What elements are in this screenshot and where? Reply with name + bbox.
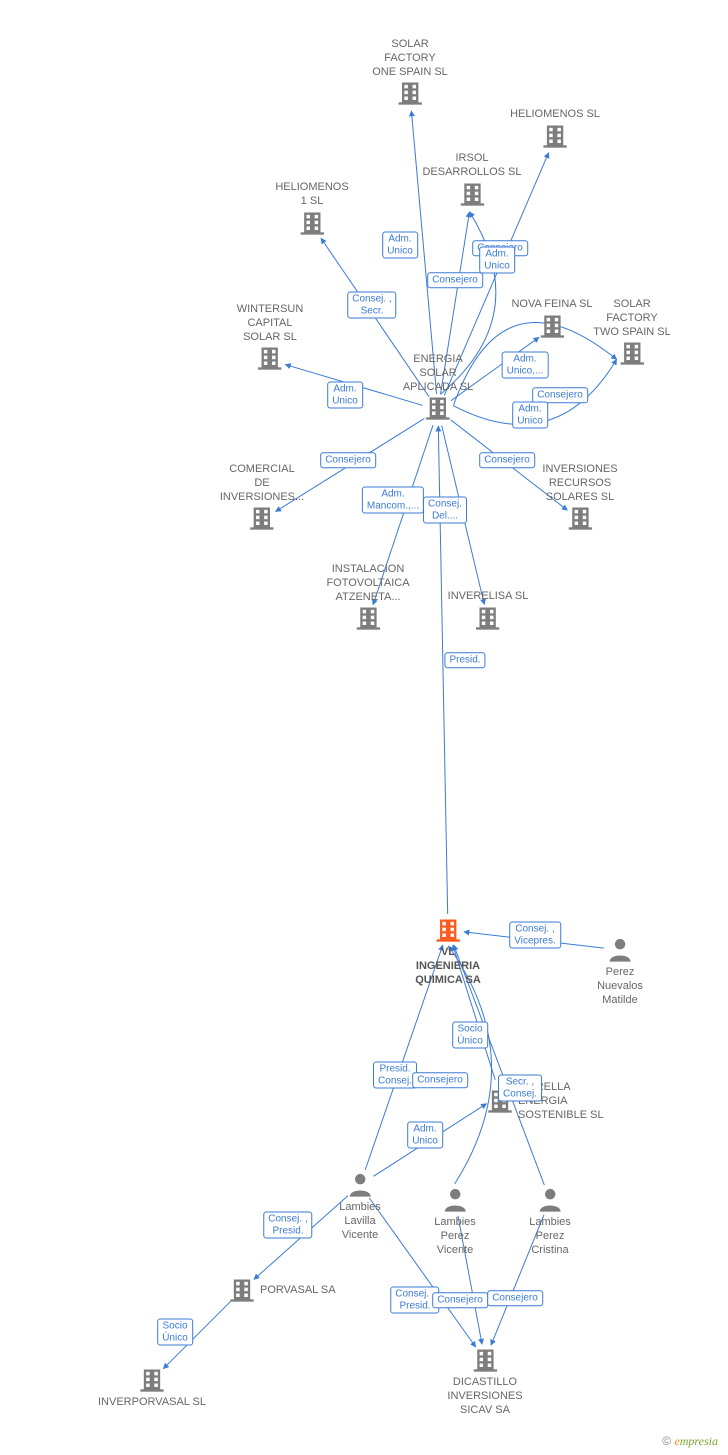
edge-esa-to-inv_recursos <box>451 420 568 510</box>
diagram-canvas <box>0 0 728 1455</box>
edge-morella-to-vl <box>453 945 495 1079</box>
copyright-symbol: © <box>662 1434 671 1448</box>
edge-vl-to-esa <box>438 426 447 914</box>
edge-lambies_pv-to-dicastillo <box>458 1216 482 1345</box>
edge-esa-to-irsol <box>441 212 470 394</box>
edge-lambies_pv-to-vl <box>448 946 491 1184</box>
edge-esa-to-wintersun <box>285 365 422 406</box>
edge-lambies_lv-to-dicastillo <box>369 1198 475 1347</box>
footer-brand: © empresia <box>662 1434 718 1449</box>
brand-rest: mpresia <box>680 1434 718 1448</box>
edge-esa-to-solar_two <box>453 359 616 424</box>
edge-porvasal-to-inverporvasal <box>163 1301 230 1368</box>
edge-esa-to-nova_feina <box>451 337 539 400</box>
edge-esa-to-irsol <box>441 212 496 394</box>
edge-lambies_pc-to-dicastillo <box>491 1215 544 1345</box>
edge-esa-to-inverelisa <box>442 426 485 605</box>
edge-esa-to-heliomenos1 <box>321 238 429 397</box>
edge-esa-to-instalacion <box>373 425 433 605</box>
edge-lambies_lv-to-porvasal <box>254 1196 348 1280</box>
edge-esa-to-comercial <box>276 418 425 511</box>
edge-esa-to-solar_one <box>411 111 436 394</box>
edge-perez_m-to-vl <box>464 932 604 948</box>
edge-lambies_pc-to-vl <box>454 945 545 1185</box>
edge-lambies_lv-to-morella <box>373 1104 486 1177</box>
edge-esa-to-solar_two <box>453 322 616 405</box>
edge-lambies_lv-to-vl <box>365 945 443 1170</box>
